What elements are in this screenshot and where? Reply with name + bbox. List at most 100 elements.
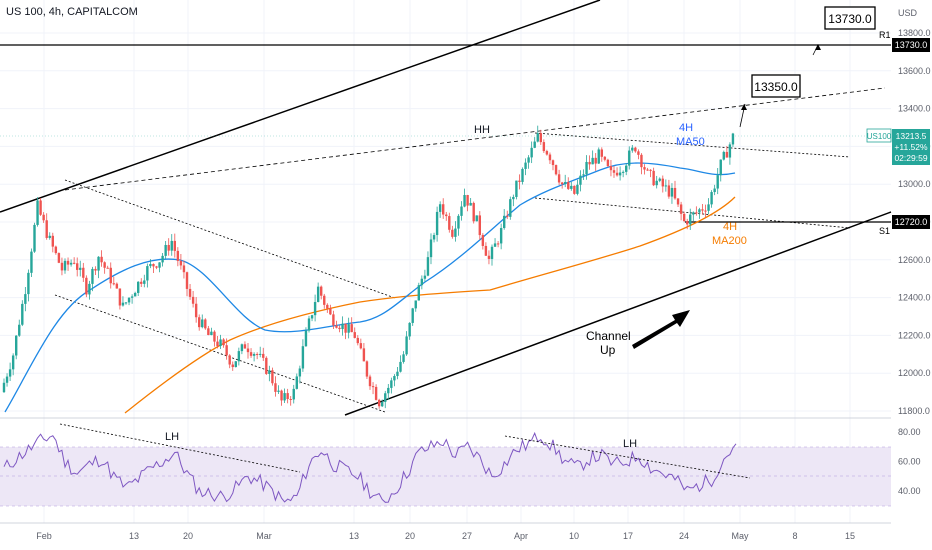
candle-body — [332, 314, 335, 326]
channel-upper-line — [0, 0, 601, 213]
candle-body — [536, 133, 539, 142]
candle-body — [155, 266, 158, 268]
ma200-label-2: MA200 — [712, 235, 747, 247]
candle-body — [176, 250, 180, 261]
candle-body — [316, 286, 320, 302]
candle-body — [225, 345, 228, 356]
candle-body — [426, 257, 430, 276]
candle-body — [515, 180, 518, 197]
x-tick-label: 20 — [405, 531, 415, 541]
x-tick-label: 15 — [845, 531, 855, 541]
rsi-tick-label: 40.00 — [898, 486, 921, 496]
candle-body — [277, 390, 280, 392]
rsi-lh-label-1: LH — [165, 431, 179, 443]
desc-channel-top — [64, 179, 396, 299]
candle-body — [320, 286, 323, 296]
s1-price-text: 12720.0 — [895, 217, 928, 227]
candle-body — [490, 246, 494, 259]
candle-body — [255, 353, 259, 355]
y-tick-label: 11800.0 — [898, 406, 930, 416]
candle-body — [152, 264, 155, 267]
candle-body — [161, 255, 164, 263]
candle-body — [390, 380, 393, 388]
candle-body — [329, 308, 332, 315]
y-tick-label: 13600.0 — [898, 66, 931, 76]
channel-mid-dashed — [64, 87, 886, 191]
candle-body — [582, 174, 585, 176]
candle-body — [493, 243, 497, 247]
rsi-trend-2 — [504, 435, 751, 479]
rsi-trend-1 — [59, 423, 301, 473]
candle-body — [414, 300, 417, 309]
candle-body — [365, 361, 369, 377]
candle-body — [408, 322, 411, 337]
rsi-lh-label-2: LH — [623, 438, 637, 450]
candle-body — [326, 304, 329, 309]
s1-tag: S1 — [879, 226, 890, 236]
candle-body — [682, 213, 686, 222]
candle-body — [615, 172, 619, 176]
candle-body — [612, 170, 616, 173]
candle-body — [18, 324, 21, 336]
candle-body — [655, 180, 658, 186]
candle-body — [640, 154, 643, 168]
candle-body — [170, 240, 173, 251]
candle-body — [231, 364, 234, 368]
x-tick-label: Apr — [514, 531, 528, 541]
candle-body — [259, 353, 262, 355]
ma50-label-1: 4H — [679, 122, 693, 134]
x-tick-label: Mar — [256, 531, 272, 541]
candle-body — [472, 202, 475, 222]
candle-body — [695, 212, 698, 214]
candle-body — [588, 161, 591, 165]
x-tick-label: 20 — [183, 531, 193, 541]
candle-body — [313, 301, 317, 316]
candle-body — [66, 260, 70, 265]
candle-body — [341, 323, 344, 330]
ma200-line — [124, 196, 736, 414]
rsi-axis: 80.00 60.00 40.00 — [898, 427, 921, 496]
candle-body — [713, 188, 716, 193]
candle-body — [158, 262, 161, 268]
target-13730-label: 13730.0 — [828, 12, 872, 26]
candle-body — [63, 260, 67, 271]
candle-body — [478, 215, 481, 236]
candle-body — [185, 272, 189, 289]
y-tick-label: 12400.0 — [898, 293, 931, 303]
wedge-bottom — [534, 197, 851, 229]
candle-body — [2, 382, 6, 393]
r1-price-tag — [892, 38, 930, 52]
hh-label: HH — [474, 124, 490, 136]
candle-body — [646, 169, 649, 171]
candle-body — [286, 393, 289, 400]
ma200-label-1: 4H — [723, 221, 737, 233]
candle-body — [137, 281, 140, 293]
candle-body — [182, 265, 186, 273]
candle-body — [466, 195, 469, 206]
candle-body — [405, 336, 408, 355]
candle-body — [387, 387, 390, 394]
candle-body — [115, 283, 119, 289]
candle-body — [149, 264, 152, 267]
candle-body — [246, 348, 250, 353]
candle-body — [551, 160, 555, 166]
symbol-tag-text: US100 — [867, 132, 892, 141]
candle-body — [484, 245, 488, 256]
target-arrow-head — [741, 104, 747, 110]
candle-body — [396, 371, 399, 377]
x-tick-label: 17 — [623, 531, 633, 541]
candle-body — [448, 216, 451, 230]
candle-body — [451, 229, 454, 237]
candle-body — [692, 212, 695, 215]
candle-body — [234, 361, 237, 368]
candle-body — [240, 344, 244, 352]
candle-body — [289, 399, 292, 401]
currency-label: USD — [898, 8, 918, 18]
target-13350-label: 13350.0 — [754, 80, 798, 94]
candle-body — [112, 283, 115, 285]
price-grid — [0, 0, 891, 523]
candle-body — [676, 198, 680, 205]
candle-body — [420, 278, 424, 286]
candle-body — [597, 149, 600, 164]
